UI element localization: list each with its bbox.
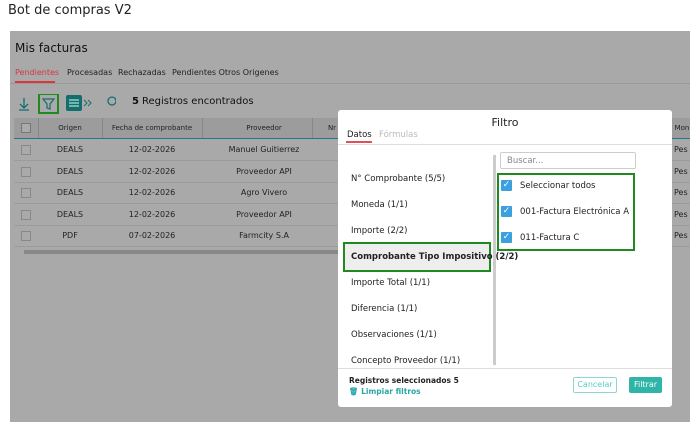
column-divider xyxy=(202,118,203,138)
apply-button[interactable]: Filtrar xyxy=(629,377,662,393)
header-checkbox xyxy=(21,123,31,133)
selected-field xyxy=(343,242,491,272)
list-scrollbar xyxy=(493,155,496,365)
column-header: Origen xyxy=(58,124,82,132)
modal-title: Filtro xyxy=(491,116,519,129)
active-tab-underline xyxy=(15,81,55,83)
column-divider xyxy=(102,118,103,138)
column-header: Mon xyxy=(674,124,690,132)
row-checkbox[interactable] xyxy=(21,188,31,198)
page-title: Mis facturas xyxy=(15,41,88,55)
column-divider xyxy=(312,118,313,138)
toolbar-icons xyxy=(19,94,116,114)
cell: DEALS xyxy=(56,209,84,219)
row-checkbox[interactable] xyxy=(21,145,31,155)
filter-field[interactable]: Diferencia (1/1) xyxy=(351,304,418,314)
footer-divider xyxy=(338,368,672,369)
cell: Proveedor API xyxy=(236,209,292,219)
active-tab-underline xyxy=(346,141,372,143)
cell: DEALS xyxy=(56,188,84,197)
option-label[interactable]: 001-Factura Electrónica A xyxy=(520,207,630,217)
filter-field[interactable]: Importe Total (1/1) xyxy=(351,278,431,288)
column-header: Fecha de comprobante xyxy=(111,124,193,132)
option-label[interactable]: 011-Factura C xyxy=(520,233,580,243)
option-label[interactable]: Seleccionar todos xyxy=(520,181,596,191)
cell: 12-02-2026 xyxy=(128,145,176,154)
tab-datos[interactable]: Datos xyxy=(347,130,372,140)
tab[interactable]: Pendientes xyxy=(15,68,60,77)
filter-field[interactable]: Comprobante Tipo Impositivo (2/2) xyxy=(351,252,519,262)
modal-divider xyxy=(338,144,672,145)
cell: Farmcity S.A xyxy=(239,231,289,240)
selected-summary: Registros seleccionados 5 xyxy=(349,376,459,385)
cell: 12-02-2026 xyxy=(128,166,176,176)
option-checkbox[interactable]: ✓ xyxy=(501,180,512,191)
h-scrollbar xyxy=(24,250,338,254)
records-count: 5 xyxy=(132,96,139,107)
row-checkbox[interactable] xyxy=(21,166,31,177)
filter-field[interactable]: Concepto Proveedor (1/1) xyxy=(351,356,461,366)
cell: Agro Vivero xyxy=(240,188,288,197)
tab[interactable]: Rechazadas xyxy=(118,68,166,77)
cell: Pes xyxy=(674,188,688,197)
option-checkbox[interactable]: ✓ xyxy=(501,232,512,243)
search-input[interactable]: Buscar... xyxy=(500,152,636,169)
tab[interactable]: Pendientes Otros Origenes xyxy=(172,68,279,77)
cell: DEALS xyxy=(56,166,84,176)
clear-icon: 🗑 xyxy=(349,387,362,396)
cell: Pes xyxy=(674,209,688,219)
row-checkbox[interactable] xyxy=(21,231,31,241)
filter-field[interactable]: N° Comprobante (5/5) xyxy=(351,174,446,184)
tab-formulas[interactable]: Fórmulas xyxy=(379,130,418,140)
clear-filters[interactable]: 🗑 Limpiar filtros xyxy=(349,387,421,396)
filter-field[interactable]: Observaciones (1/1) xyxy=(351,330,437,340)
cell: Manuel Guitierrez xyxy=(228,145,300,154)
row-checkbox[interactable] xyxy=(21,209,31,220)
cell: Pes xyxy=(674,145,688,154)
tab-divider xyxy=(10,83,690,84)
column-divider xyxy=(38,118,39,138)
records-label: Registros encontrados xyxy=(142,96,254,107)
column-header: Nr xyxy=(327,124,337,132)
column-header: Proveedor xyxy=(246,124,282,132)
filter-field[interactable]: Importe (2/2) xyxy=(351,226,408,236)
cancel-button[interactable]: Cancelar xyxy=(573,377,617,393)
cell: Pes xyxy=(674,166,688,176)
cell: 07-02-2026 xyxy=(128,231,176,240)
options-highlight xyxy=(497,173,635,251)
option-checkbox[interactable]: ✓ xyxy=(501,206,512,217)
cell: 12-02-2026 xyxy=(128,188,176,197)
cell: 12-02-2026 xyxy=(128,209,176,219)
cell: Pes xyxy=(674,231,688,240)
cell: Proveedor API xyxy=(236,166,292,176)
app-title: Bot de compras V2 xyxy=(8,3,132,18)
cell: PDF xyxy=(62,231,78,240)
clear-text[interactable]: Limpiar filtros xyxy=(361,387,421,396)
filter-field[interactable]: Moneda (1/1) xyxy=(351,200,408,210)
tab[interactable]: Procesadas xyxy=(67,68,113,77)
filter-modal: Filtro Datos Fórmulas Buscar... Registro… xyxy=(338,110,672,407)
cell: DEALS xyxy=(56,145,84,154)
